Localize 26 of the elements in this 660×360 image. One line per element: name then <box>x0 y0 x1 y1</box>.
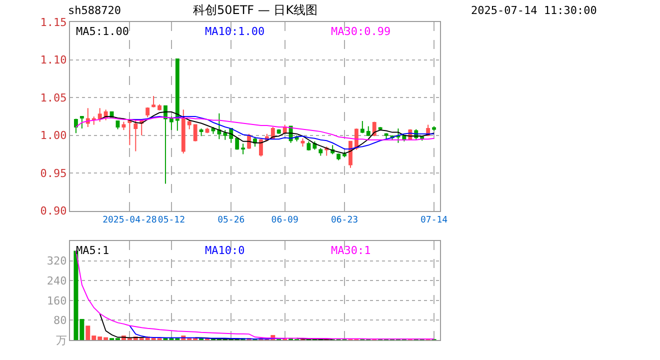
text: MA30:0.99 <box>331 25 391 38</box>
text: sh588720 <box>68 4 121 17</box>
y-tick-label: 0.90 <box>40 204 67 218</box>
text: 2025-07-14 11:30:00 <box>471 4 597 17</box>
y-tick-label: 1.15 <box>40 16 67 29</box>
y-tick-label: 240 <box>46 274 67 288</box>
x-tick-label: 05-12 <box>158 216 185 226</box>
text: MA5:1 <box>76 244 110 257</box>
x-tick-label: 06-23 <box>330 216 358 226</box>
text: MA5:1.00 <box>76 25 129 38</box>
y-tick-label: 1.05 <box>40 91 67 104</box>
y-tick-label: 1.10 <box>40 54 67 67</box>
text: MA30:1 <box>331 244 371 257</box>
x-tick-label: 2025-04-28 <box>102 216 157 226</box>
x-tick-label: 05-26 <box>218 216 245 226</box>
chart-title: 科创50ETF — 日K线图 <box>193 3 318 17</box>
text: MA10:0 <box>205 244 245 257</box>
x-tick-label: 07-14 <box>420 216 448 226</box>
x-tick-label: 06-09 <box>271 216 298 226</box>
y-tick-label: 1.00 <box>40 129 67 142</box>
y-tick-label: 80 <box>54 314 67 328</box>
y-tick-label: 0.95 <box>40 166 67 180</box>
y-tick-label: 320 <box>46 254 67 268</box>
y-tick-label: 160 <box>46 294 67 308</box>
text: MA10:1.00 <box>205 25 265 38</box>
y-tick-label: 万 <box>56 334 67 347</box>
